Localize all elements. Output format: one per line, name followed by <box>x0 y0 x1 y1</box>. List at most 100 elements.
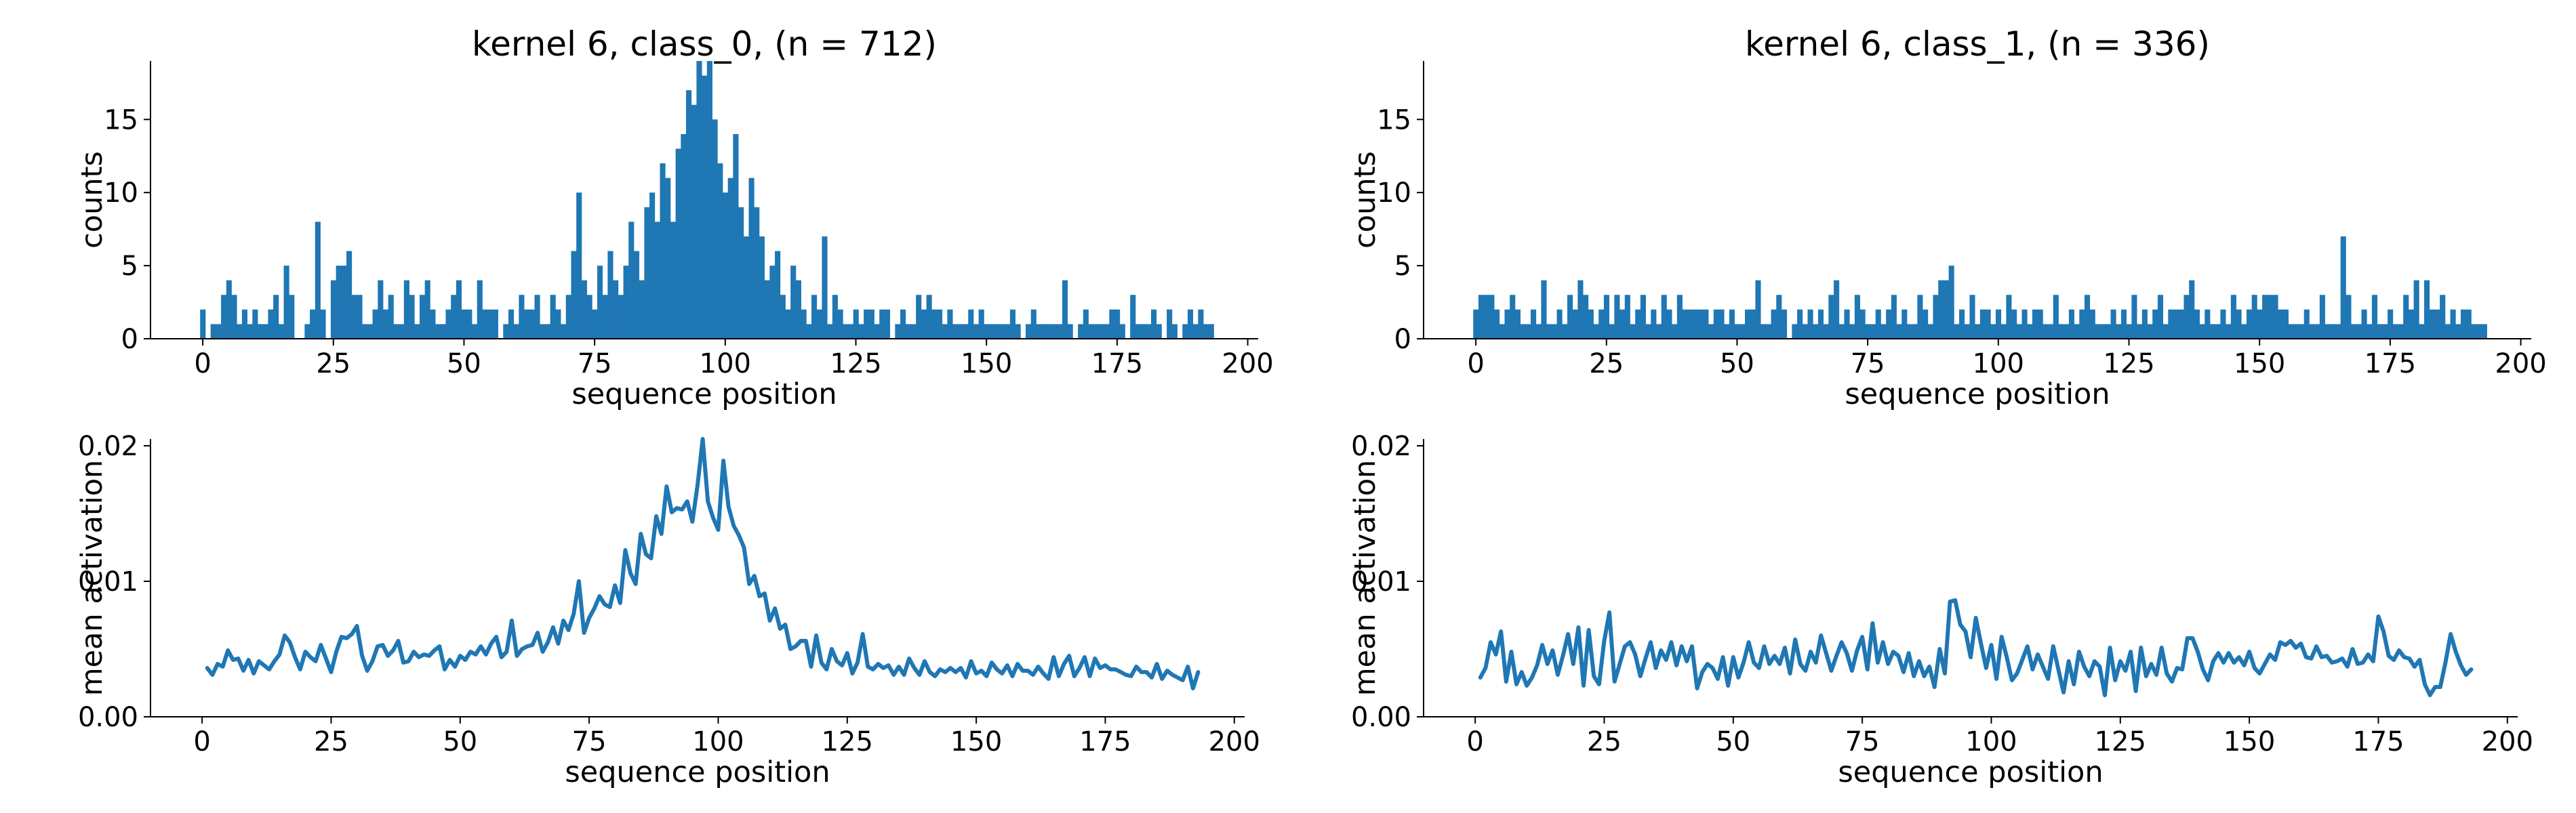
bar <box>895 324 901 339</box>
bar <box>639 280 645 339</box>
bar <box>2230 295 2236 339</box>
bar <box>1057 324 1063 339</box>
x-tick-label: 150 <box>950 726 1002 757</box>
bar <box>503 324 509 339</box>
bar <box>210 324 216 339</box>
bar <box>2162 324 2169 339</box>
bar <box>1661 295 1667 339</box>
bar <box>1541 280 1547 339</box>
bar <box>1933 295 1939 339</box>
bar <box>1535 324 1542 339</box>
bar <box>1135 324 1141 339</box>
bar <box>289 295 295 339</box>
bar <box>2021 309 2028 339</box>
bar <box>1865 324 1871 339</box>
bar <box>1187 309 1194 339</box>
bar <box>811 295 818 339</box>
bar <box>1975 324 1981 339</box>
bar <box>1593 324 1599 339</box>
bar <box>2194 309 2200 339</box>
bar <box>1880 324 1887 339</box>
bar <box>508 309 515 339</box>
bar <box>445 309 451 339</box>
bar <box>2152 309 2158 339</box>
bar <box>1734 324 1740 339</box>
bar <box>780 295 786 339</box>
bar <box>1036 324 1042 339</box>
bar <box>2367 324 2373 339</box>
bar <box>1828 295 1834 339</box>
bar <box>748 178 754 339</box>
bar <box>1140 324 1146 339</box>
bar <box>283 266 289 339</box>
bar <box>2011 309 2017 339</box>
bar <box>832 295 838 339</box>
bar <box>336 266 342 339</box>
bar <box>1687 309 1693 339</box>
y-tick-label: 0 <box>1394 324 1411 355</box>
bar <box>1577 280 1584 339</box>
bar <box>247 324 253 339</box>
bar <box>1640 295 1646 339</box>
bar <box>461 309 467 339</box>
bar <box>660 163 666 339</box>
bar <box>1520 324 1526 339</box>
bar <box>1750 309 1756 339</box>
bar <box>367 324 373 339</box>
bar <box>2048 324 2054 339</box>
bar <box>1531 309 1537 339</box>
bar <box>2189 280 2195 339</box>
bar <box>1483 295 1489 339</box>
bar <box>963 324 969 339</box>
bar <box>2131 295 2137 339</box>
bar <box>2413 280 2419 339</box>
bar <box>2471 324 2477 339</box>
bar <box>1046 324 1052 339</box>
bar <box>2299 324 2305 339</box>
bar <box>1891 295 1897 339</box>
bar <box>843 324 849 339</box>
bar <box>2105 324 2111 339</box>
bar <box>2199 324 2205 339</box>
bar <box>1954 324 1960 339</box>
bar <box>1834 280 1840 339</box>
bar <box>304 324 310 339</box>
bar <box>351 295 357 339</box>
bar <box>1510 295 1516 339</box>
bar <box>957 324 963 339</box>
bar <box>513 324 519 339</box>
bar <box>440 324 446 339</box>
bar <box>2141 309 2148 339</box>
bar <box>1692 309 1699 339</box>
bar <box>790 266 797 339</box>
bar <box>1598 309 1605 339</box>
bar <box>1776 295 1782 339</box>
y-tick-label: 15 <box>1377 104 1411 136</box>
bar <box>2168 309 2174 339</box>
bar <box>1567 295 1573 339</box>
bar <box>822 236 828 339</box>
bar <box>482 309 488 339</box>
bar <box>1009 309 1015 339</box>
bar <box>565 295 571 339</box>
bar <box>1030 309 1037 339</box>
bar <box>581 280 587 339</box>
bar <box>550 295 556 339</box>
bar <box>2126 324 2132 339</box>
series-line <box>1478 598 2474 697</box>
bar <box>785 309 791 339</box>
bar <box>1912 324 1918 339</box>
y-tick-label: 0.01 <box>1351 566 1411 598</box>
bar <box>633 251 640 339</box>
bar <box>2361 309 2367 339</box>
x-tick-label: 150 <box>2234 348 2285 379</box>
bar <box>561 324 567 339</box>
bar <box>618 295 624 339</box>
bar <box>268 309 274 339</box>
bar <box>691 104 697 339</box>
bar <box>1067 324 1073 339</box>
bar <box>241 309 247 339</box>
bar <box>2074 324 2080 339</box>
bar <box>1583 295 1589 339</box>
bar <box>1203 324 1209 339</box>
